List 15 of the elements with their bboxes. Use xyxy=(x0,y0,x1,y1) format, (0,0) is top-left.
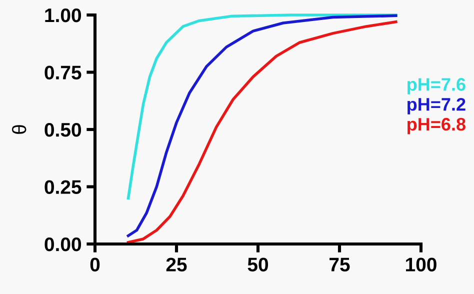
y-tick-label: 1.00 xyxy=(45,8,82,22)
y-axis-title: θ xyxy=(12,125,26,134)
line-series xyxy=(126,14,398,200)
y-tick-label: 0.00 xyxy=(44,237,82,252)
y-tick-label: 0.50 xyxy=(44,122,82,137)
x-tick-label: 50 xyxy=(248,258,268,272)
text: pH=7.6 xyxy=(408,78,466,94)
y-tick-label: 0.25 xyxy=(44,180,82,194)
x-tick-label: 100 xyxy=(406,258,436,272)
text: pH=7.2 xyxy=(408,98,466,114)
text: pH=6.8 xyxy=(408,118,466,134)
x-tick-label: 0 xyxy=(90,258,100,272)
y-tick-label: 0.75 xyxy=(44,66,82,80)
x-tick-label: 75 xyxy=(330,258,350,272)
x-tick-label: 25 xyxy=(166,258,187,272)
